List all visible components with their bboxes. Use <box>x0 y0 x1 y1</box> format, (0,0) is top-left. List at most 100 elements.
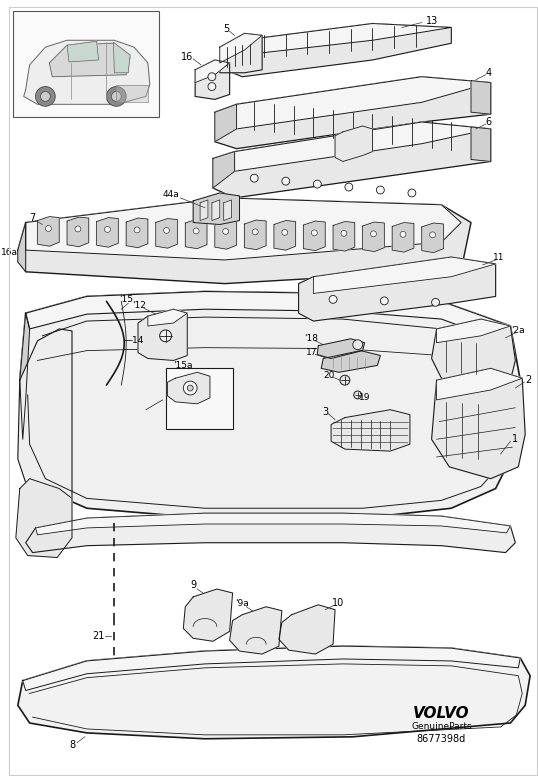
Circle shape <box>208 83 216 91</box>
Polygon shape <box>303 221 325 250</box>
Text: 16: 16 <box>181 52 193 62</box>
Polygon shape <box>38 217 59 246</box>
Polygon shape <box>20 313 30 439</box>
Circle shape <box>354 391 362 399</box>
Polygon shape <box>313 257 495 293</box>
Polygon shape <box>36 513 511 535</box>
Polygon shape <box>225 23 451 77</box>
Text: 4: 4 <box>486 68 492 77</box>
Text: 8: 8 <box>69 740 75 750</box>
Text: 1: 1 <box>512 434 519 444</box>
Text: 20: 20 <box>323 371 335 380</box>
Circle shape <box>252 229 258 235</box>
Polygon shape <box>49 43 130 77</box>
Polygon shape <box>213 152 235 188</box>
Polygon shape <box>26 513 515 553</box>
Polygon shape <box>20 292 520 518</box>
Polygon shape <box>215 104 237 142</box>
Bar <box>13 11 159 117</box>
Text: 2: 2 <box>525 375 531 386</box>
Circle shape <box>329 296 337 303</box>
Text: '18: '18 <box>305 334 318 343</box>
Polygon shape <box>26 292 511 343</box>
Circle shape <box>430 232 436 238</box>
Polygon shape <box>97 217 118 247</box>
Polygon shape <box>244 220 266 249</box>
Text: 44a: 44a <box>162 191 179 199</box>
Text: 7: 7 <box>30 213 36 223</box>
Polygon shape <box>215 220 237 249</box>
Circle shape <box>345 183 353 191</box>
Circle shape <box>164 228 169 233</box>
Polygon shape <box>18 223 26 272</box>
Polygon shape <box>224 200 231 221</box>
Circle shape <box>75 226 81 232</box>
Polygon shape <box>471 81 491 114</box>
Circle shape <box>208 73 216 81</box>
Polygon shape <box>212 200 220 221</box>
Circle shape <box>40 91 51 102</box>
Circle shape <box>223 228 229 235</box>
Polygon shape <box>363 222 384 252</box>
Circle shape <box>371 231 377 237</box>
Polygon shape <box>183 589 232 641</box>
Circle shape <box>111 91 121 102</box>
Circle shape <box>282 229 288 235</box>
Polygon shape <box>215 77 491 149</box>
Polygon shape <box>67 41 98 62</box>
Polygon shape <box>18 329 72 508</box>
Circle shape <box>247 38 257 48</box>
Text: 13: 13 <box>426 16 438 26</box>
Circle shape <box>36 87 55 106</box>
Circle shape <box>380 297 388 305</box>
Circle shape <box>353 339 363 350</box>
Text: '2a: '2a <box>512 326 525 335</box>
Text: 21: 21 <box>93 631 105 641</box>
Text: 8677398d: 8677398d <box>417 734 466 744</box>
Polygon shape <box>335 126 372 161</box>
Text: 10: 10 <box>332 597 344 608</box>
Polygon shape <box>16 479 72 558</box>
Polygon shape <box>200 200 208 221</box>
Circle shape <box>340 375 350 385</box>
Text: —14: —14 <box>124 336 144 346</box>
Polygon shape <box>220 34 262 73</box>
Polygon shape <box>148 309 187 326</box>
Polygon shape <box>195 60 230 99</box>
Polygon shape <box>331 410 410 451</box>
Text: '15a: '15a <box>173 361 193 370</box>
Polygon shape <box>237 77 491 129</box>
Circle shape <box>377 186 384 194</box>
Circle shape <box>45 225 51 231</box>
Polygon shape <box>114 42 130 73</box>
Polygon shape <box>126 218 148 248</box>
Polygon shape <box>436 319 511 343</box>
Polygon shape <box>185 219 207 249</box>
Polygon shape <box>471 127 491 161</box>
Circle shape <box>312 230 317 236</box>
Polygon shape <box>138 309 187 361</box>
Circle shape <box>431 299 440 307</box>
Circle shape <box>193 228 199 234</box>
Circle shape <box>187 385 193 391</box>
Polygon shape <box>26 198 461 260</box>
Polygon shape <box>279 604 335 654</box>
Polygon shape <box>23 646 520 691</box>
Text: 6: 6 <box>486 117 492 127</box>
Text: 11: 11 <box>493 253 504 261</box>
Text: '15: '15 <box>119 295 133 304</box>
Polygon shape <box>431 319 515 388</box>
Polygon shape <box>195 60 230 83</box>
Circle shape <box>107 87 126 106</box>
Polygon shape <box>436 368 522 400</box>
Circle shape <box>341 231 347 236</box>
Polygon shape <box>317 339 365 358</box>
Polygon shape <box>220 34 262 63</box>
Polygon shape <box>321 350 380 372</box>
Polygon shape <box>18 198 471 284</box>
Text: 19: 19 <box>359 393 370 403</box>
Polygon shape <box>333 221 355 251</box>
Circle shape <box>400 231 406 237</box>
Circle shape <box>134 227 140 233</box>
Circle shape <box>183 381 197 395</box>
